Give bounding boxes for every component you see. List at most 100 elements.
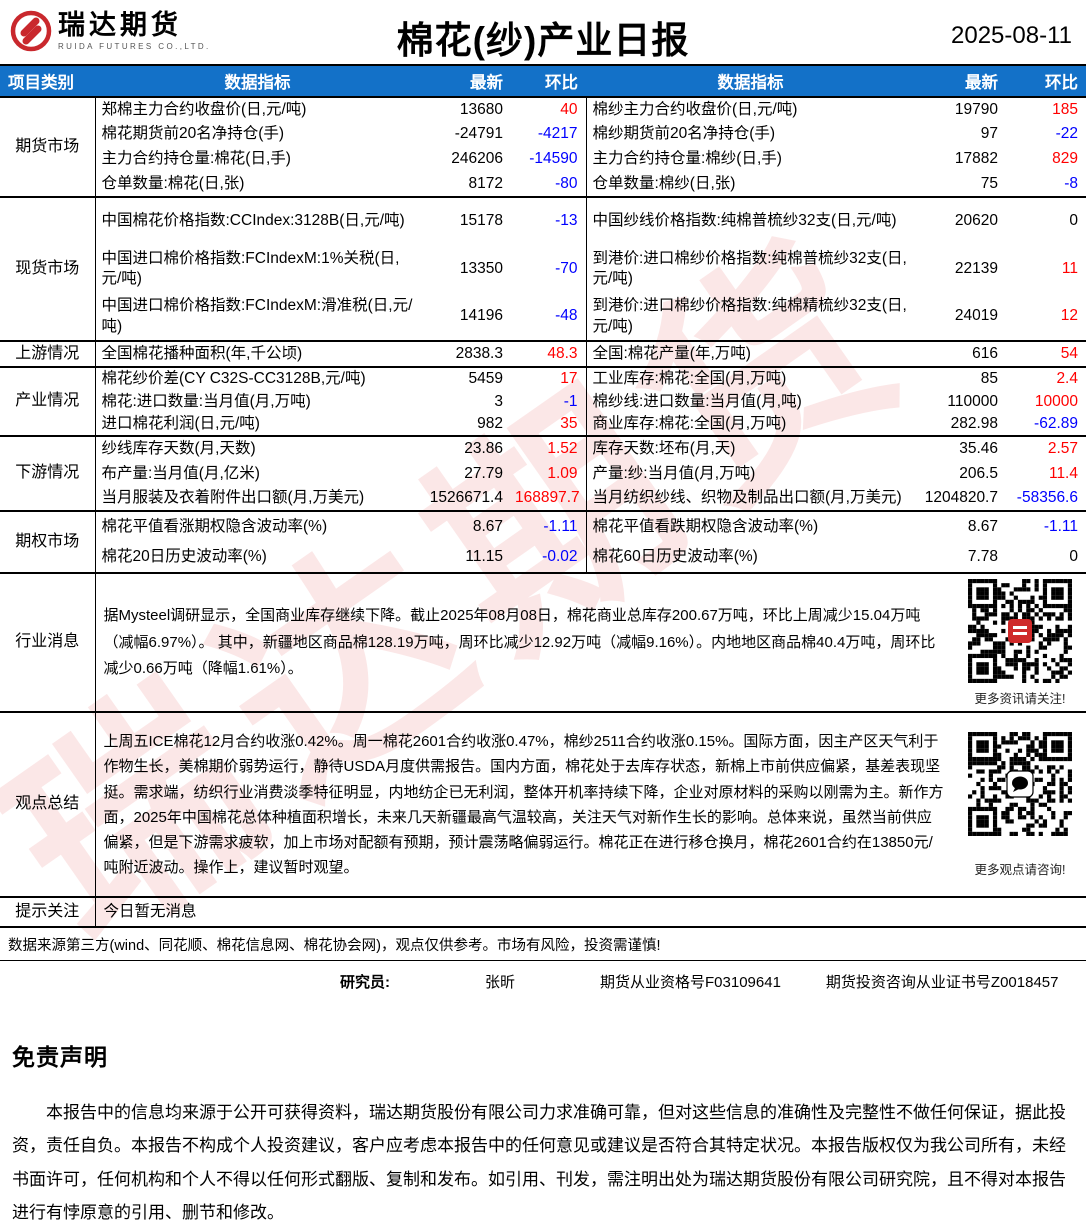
indicator-name: 棉花60日历史波动率(%) [592, 548, 758, 566]
opinion-text: 上周五ICE棉花12月合约收涨0.42%。周一棉花2601合约收涨0.47%，棉… [103, 733, 944, 877]
indicator-change-value: -70 [515, 245, 587, 293]
indicator-change-value: 0 [1010, 196, 1086, 245]
indicator-name: 全国棉花播种面积(年,千公顷) [95, 340, 420, 367]
indicator-name: 主力合约持仓量:棉纱(日,手) [592, 150, 782, 168]
indicator-latest-value: 7.78 [967, 548, 998, 566]
indicator-latest-value: 8.67 [915, 510, 1010, 543]
indicator-name: 产量:纱:当月值(月,万吨) [592, 464, 756, 482]
indicator-latest-value: 206.5 [959, 464, 998, 482]
indicator-name: 棉花:进口数量:当月值(月,万吨) [101, 392, 311, 410]
indicator-name: 棉花平值看跌期权隐含波动率(%) [586, 510, 915, 543]
indicator-change-value: 17 [515, 365, 587, 391]
indicator-latest-value: 15178 [420, 196, 515, 245]
col-change-right: 环比 [1010, 65, 1086, 97]
indicator-latest-value: 19790 [915, 96, 1010, 122]
indicator-change-value: -1 [515, 390, 587, 414]
indicator-latest-value: 246206 [451, 150, 503, 168]
indicator-change-value: -14590 [515, 147, 587, 172]
indicator-name: 棉纱主力合约收盘价(日,元/吨) [586, 96, 915, 122]
disclaimer-body: 本报告中的信息均来源于公开可获得资料，瑞达期货股份有限公司力求准确可靠，但对这些… [12, 1103, 1066, 1222]
col-indicator-right: 数据指标 [586, 65, 915, 97]
indicator-change-value: 11.4 [1048, 464, 1078, 482]
qr-code [968, 578, 1072, 683]
indicator-name: 到港价:进口棉纱价格指数:纯棉普梳纱32支(日,元/吨) [592, 249, 907, 287]
indicator-name: 棉花平值看涨期权隐含波动率(%) [95, 510, 420, 543]
table-row: 现货市场 中国棉花价格指数:CCIndex:3128B(日,元/吨) 15178 -1… [0, 196, 1086, 341]
col-indicator-left: 数据指标 [95, 65, 420, 97]
table-row: 产业情况 棉花纱价差(CY C32S-CC3128B,元/吨) 5459 17 工业库存… [0, 365, 1086, 437]
indicator-name: 进口棉花利润(日,元/吨) [101, 415, 260, 433]
indicator-name: 仓单数量:棉纱(日,张) [592, 174, 736, 192]
indicator-name: 仓单数量:棉花(日,张) [101, 174, 245, 192]
table-row: 棉花:进口数量:当月值(月,万吨) 3 -1 棉纱线:进口数量:当月值(月,吨) 110… [0, 390, 1086, 414]
table-row: 行业消息 据Mysteel调研显示，全国商业库存继续下降。截止2025年08月0… [0, 572, 1086, 713]
table-row: 棉花期货前20名净持仓(手) -24791 -4217 棉纱期货前20名净持仓(手) 9… [0, 122, 1086, 147]
opinion-qr-block: 更多观点请咨询! [954, 731, 1086, 878]
logo-subtext: RUIDA FUTURES CO.,LTD. [58, 41, 211, 51]
table-row: 期货市场 郑棉主力合约收盘价(日,元/吨) 13680 40 棉纱主力合约收盘价(日,元… [0, 96, 1086, 197]
section-0: 期货市场 郑棉主力合约收盘价(日,元/吨) 13680 40 棉纱主力合约收盘价(日,元… [0, 96, 1086, 197]
indicator-latest-value: 27.79 [464, 464, 503, 482]
indicator-change-value: 35 [515, 413, 587, 437]
table-header-row: 项目类别 数据指标 最新 环比 数据指标 最新 环比 [0, 65, 1086, 97]
page-title: 棉花(纱)产业日报 [396, 20, 690, 61]
logo-text: 瑞达期货 [58, 9, 182, 40]
indicator-name: 棉纱期货前20名净持仓(手) [592, 125, 776, 143]
indicator-latest-value: 982 [477, 415, 503, 433]
table-row: 下游情况 纱线库存天数(月,天数) 23.86 1.52 库存天数:坯布(月,天) 35.… [0, 435, 1086, 512]
indicator-name: 库存天数:坯布(月,天) [586, 435, 915, 462]
section-3: 产业情况 棉花纱价差(CY C32S-CC3128B,元/吨) 5459 17 工业库存… [0, 365, 1086, 437]
news-qr-block: 更多资讯请关注! [954, 578, 1086, 707]
indicator-latest-value: 8172 [468, 174, 503, 192]
indicator-name: 郑棉主力合约收盘价(日,元/吨) [95, 96, 420, 122]
category-cell: 下游情况 [0, 435, 96, 512]
notice-section: 提示关注 今日暂无消息 [0, 896, 1086, 928]
researcher-name: 张昕 [485, 974, 516, 992]
indicator-latest-value: 2838.3 [420, 340, 515, 367]
report-date: 2025-08-11 [951, 22, 1072, 49]
table-row: 中国进口棉价格指数:FCIndexM:滑准税(日,元/吨) 14196 -48 到港价… [0, 293, 1086, 341]
category-opinion: 观点总结 [0, 711, 96, 898]
indicator-change-value: 54 [1010, 340, 1086, 367]
qr-caption: 更多观点请咨询! [974, 862, 1066, 877]
indicator-name: 中国棉花价格指数:CCIndex:3128B(日,元/吨) [95, 196, 420, 245]
indicator-change-value: -62.89 [1034, 415, 1078, 433]
indicator-change-value: -48 [515, 293, 587, 341]
indicator-change-value: 2.4 [1010, 365, 1086, 391]
indicator-latest-value: 282.98 [950, 415, 998, 433]
indicator-latest-value: 20620 [915, 196, 1010, 245]
news-section: 行业消息 据Mysteel调研显示，全国商业库存继续下降。截止2025年08月0… [0, 572, 1086, 713]
indicator-latest-value: 13680 [420, 96, 515, 122]
indicator-name: 商业库存:棉花:全国(月,万吨) [592, 415, 787, 433]
qr-code [968, 731, 1072, 836]
indicator-latest-value: 17882 [954, 150, 998, 168]
col-latest-right: 最新 [915, 65, 1010, 97]
category-cell: 上游情况 [0, 340, 96, 367]
table-row: 中国进口棉价格指数:FCIndexM:1%关税(日,元/吨) 13350 -70 到港… [0, 245, 1086, 293]
news-text: 据Mysteel调研显示，全国商业库存继续下降。截止2025年08月08日，棉花… [103, 607, 936, 677]
indicator-change-value: 168897.7 [515, 486, 587, 512]
researcher-label: 研究员: [340, 974, 390, 992]
table-row: 进口棉花利润(日,元/吨) 982 35 商业库存:棉花:全国(月,万吨) 282.98… [0, 413, 1086, 437]
indicator-name: 中国进口棉价格指数:FCIndexM:1%关税(日,元/吨) [101, 249, 400, 287]
col-latest-left: 最新 [420, 65, 515, 97]
section-2: 上游情况 全国棉花播种面积(年,千公顷) 2838.3 48.3 全国:棉花产量(年,万… [0, 340, 1086, 367]
disclaimer-section: 免责声明 本报告中的信息均来源于公开可获得资料，瑞达期货股份有限公司力求准确可靠… [0, 1038, 1086, 1229]
indicator-change-value: -80 [515, 172, 587, 197]
report-header: 瑞达期货 RUIDA FUTURES CO.,LTD. 棉花(纱)产业日报 20… [0, 0, 1086, 64]
indicator-change-value: 1.52 [515, 435, 587, 462]
indicator-latest-value: 23.86 [420, 435, 515, 462]
researcher-line: 研究员: 张昕 期货从业资格号F03109641 期货投资咨询从业证书号Z001… [0, 961, 1086, 992]
indicator-table: 项目类别 数据指标 最新 环比 数据指标 最新 环比 期货市场 郑棉主力合约收盘价… [0, 64, 1086, 929]
indicator-latest-value: 5459 [420, 365, 515, 391]
indicator-name: 全国:棉花产量(年,万吨) [586, 340, 915, 367]
opinion-section: 观点总结 上周五ICE棉花12月合约收涨0.42%。周一棉花2601合约收涨0.… [0, 711, 1086, 898]
indicator-name: 中国纱线价格指数:纯棉普梳纱32支(日,元/吨) [586, 196, 915, 245]
indicator-latest-value: -24791 [454, 125, 503, 143]
indicator-latest-value: 8.67 [420, 510, 515, 543]
indicator-latest-value: 24019 [954, 307, 998, 325]
indicator-change-value: -58356.6 [1016, 489, 1078, 507]
indicator-latest-value: 1204820.7 [924, 489, 998, 507]
indicator-change-value: 11 [1061, 259, 1078, 277]
